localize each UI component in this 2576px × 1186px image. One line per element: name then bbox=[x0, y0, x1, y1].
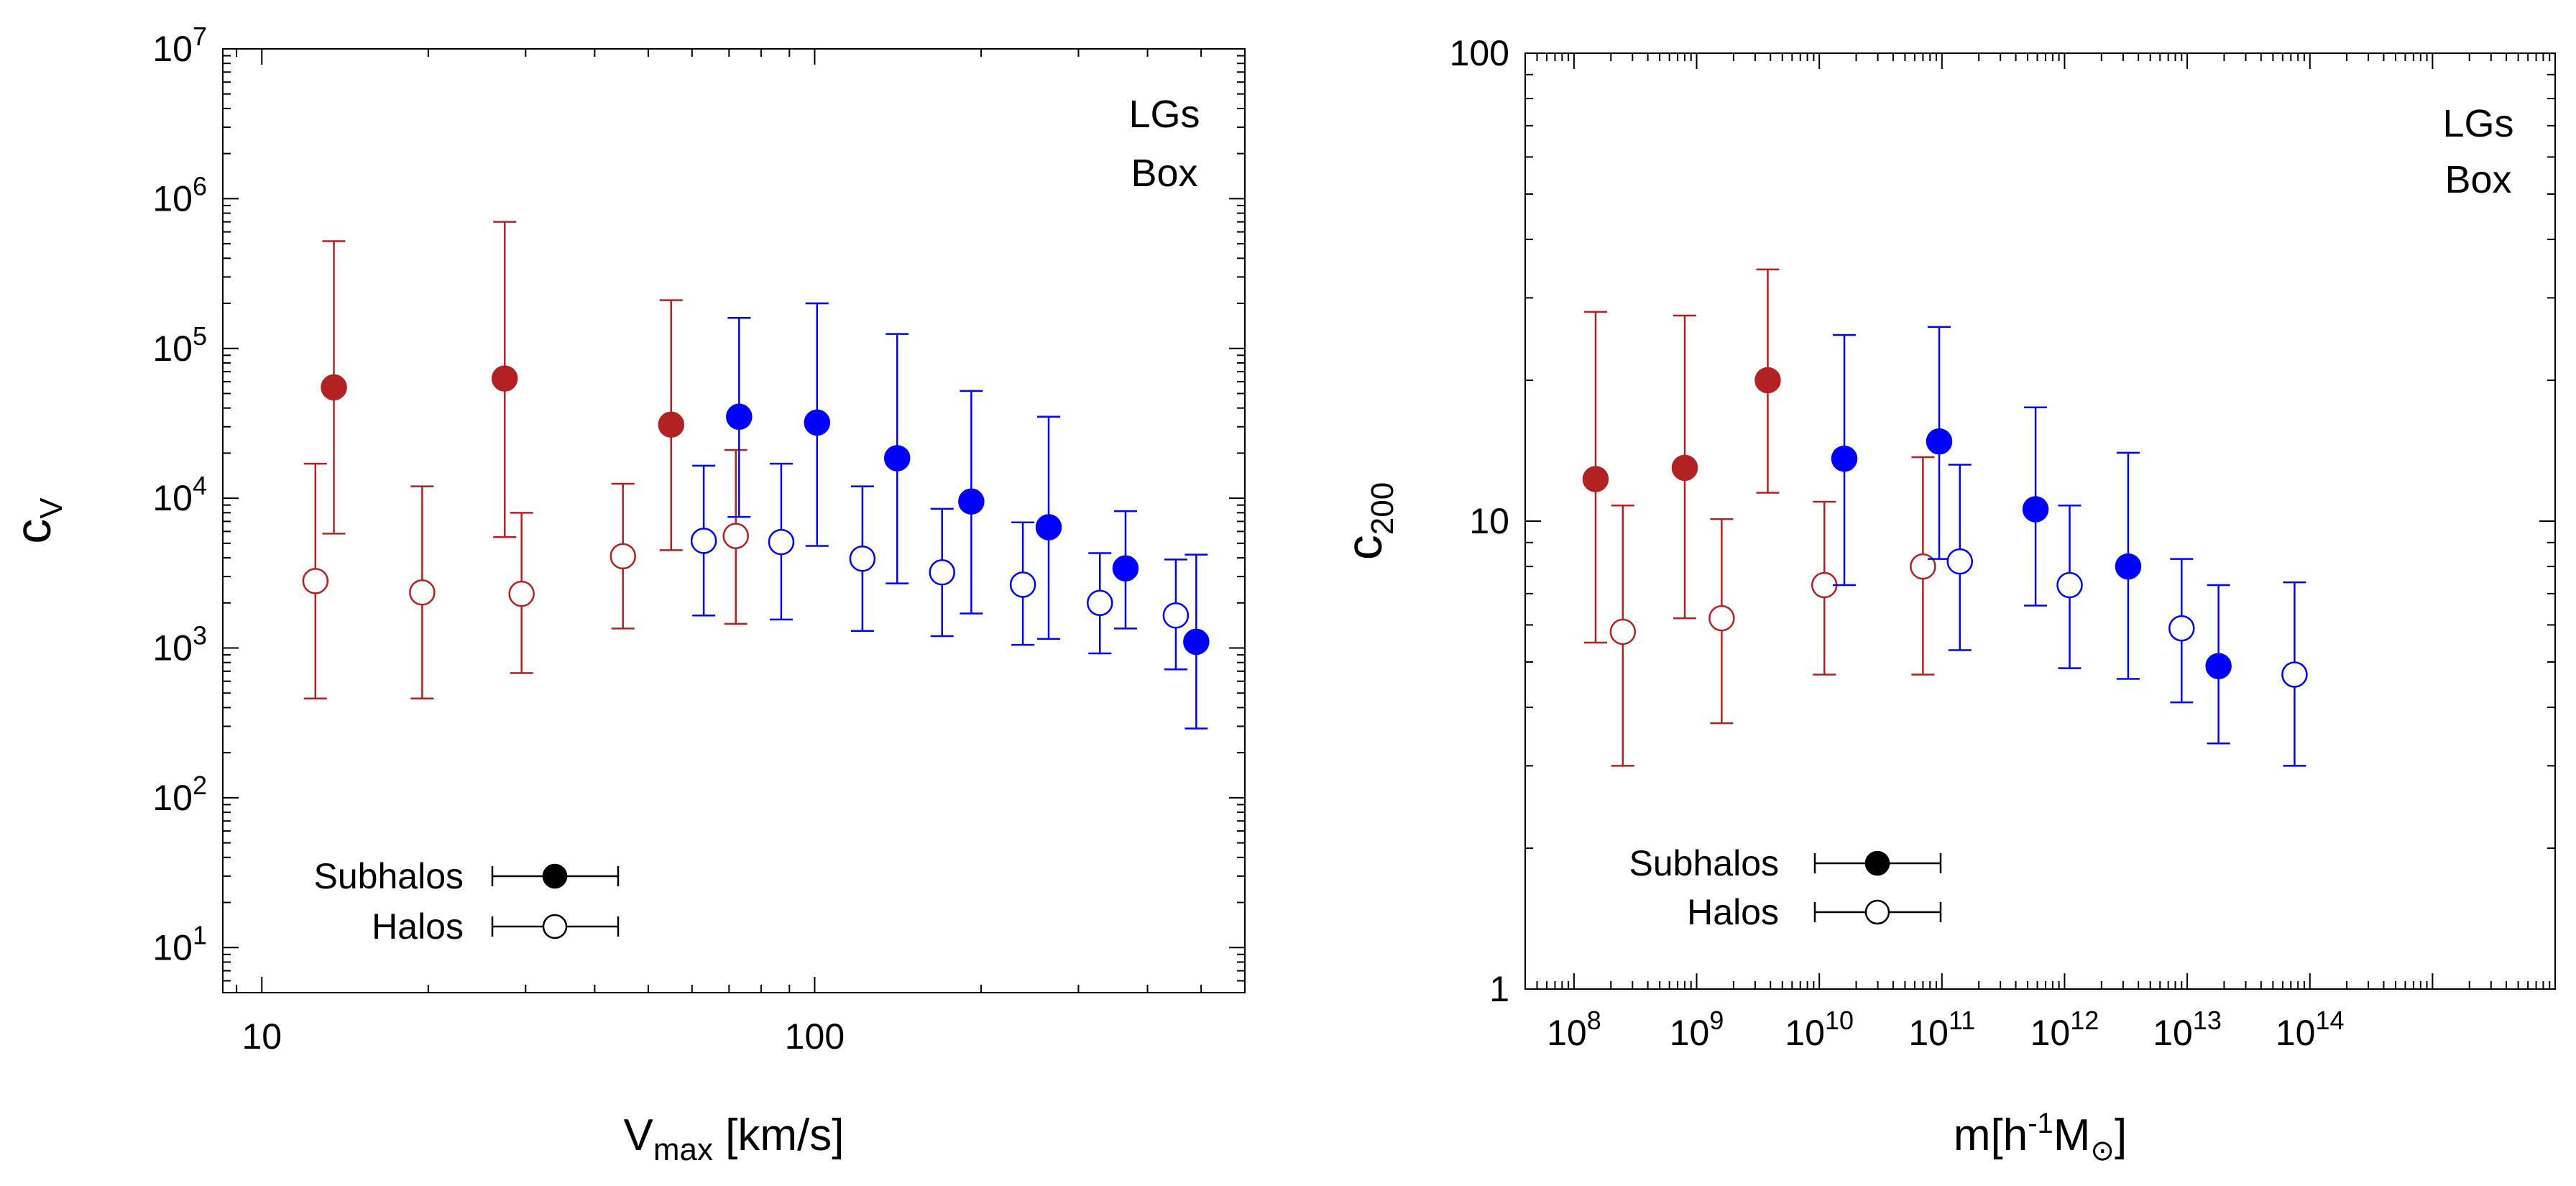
y-tick-label: 103 bbox=[152, 621, 207, 668]
halo-point bbox=[2168, 615, 2195, 642]
x-tick-label: 10 bbox=[242, 1016, 282, 1057]
x-tick-label: 109 bbox=[1670, 1006, 1724, 1053]
halo-point bbox=[1087, 589, 1113, 617]
x-tick-label: 1012 bbox=[2030, 1006, 2099, 1053]
halo-point bbox=[690, 528, 717, 554]
subhalo-point bbox=[2022, 496, 2049, 523]
halo-point bbox=[1708, 605, 1735, 632]
halo-point bbox=[2281, 661, 2308, 688]
subhalo-point bbox=[1671, 454, 1698, 482]
legend-filled-marker bbox=[1864, 850, 1890, 876]
left-x-axis-title: Vmax [km/s] bbox=[623, 1111, 844, 1167]
y-tick-label: 104 bbox=[152, 471, 207, 518]
x-tick-label: 1011 bbox=[1908, 1006, 1975, 1053]
right-series-lgs-halos bbox=[1609, 456, 1936, 767]
legend-open-marker bbox=[542, 914, 568, 939]
y-tick-label: 10 bbox=[1469, 501, 1509, 541]
left-marker-legend: Subhalos Halos bbox=[314, 856, 620, 947]
subhalo-point bbox=[2115, 553, 2142, 580]
halo-point bbox=[929, 559, 955, 586]
subhalo-point bbox=[491, 365, 518, 392]
left-series-lgs-halos bbox=[302, 449, 749, 700]
subhalo-point bbox=[658, 411, 685, 438]
subhalo-point bbox=[726, 403, 753, 431]
right-y-axis-title: c200 bbox=[1336, 482, 1400, 560]
left-series-box-subhalos bbox=[726, 302, 1210, 730]
left-panel: 10 100 101 102 103 104 105 106 107 Vmax [km/s] cV L… bbox=[5, 22, 1246, 1167]
left-label-box: Box bbox=[1131, 152, 1197, 195]
halo-point bbox=[1009, 571, 1036, 598]
subhalo-point bbox=[1035, 514, 1062, 541]
right-series-lgs-subhalos bbox=[1582, 268, 1781, 644]
subhalo-point bbox=[2205, 653, 2232, 679]
y-tick-label: 1 bbox=[1489, 969, 1509, 1009]
left-label-lgs: LGs bbox=[1128, 93, 1200, 136]
halo-point bbox=[1162, 602, 1190, 629]
subhalo-point bbox=[958, 488, 985, 515]
y-tick-label: 100 bbox=[1450, 33, 1509, 73]
halo-point bbox=[302, 568, 329, 594]
halo-point bbox=[1946, 548, 1973, 575]
legend-label-halos: Halos bbox=[372, 906, 464, 947]
halo-point bbox=[722, 523, 749, 549]
x-tick-label: 1014 bbox=[2276, 1006, 2345, 1053]
right-series-box-subhalos bbox=[1831, 326, 2232, 745]
subhalo-point bbox=[1754, 367, 1781, 394]
right-marker-legend: Subhalos Halos bbox=[1629, 843, 1942, 932]
subhalo-point bbox=[1112, 555, 1139, 582]
right-series-box-halos bbox=[1946, 464, 2308, 767]
halo-point bbox=[610, 543, 636, 570]
right-panel: 108 109 1010 1011 1012 1013 1014 1 10 100 m[h-1M⊙]… bbox=[1336, 33, 2556, 1167]
y-tick-label: 106 bbox=[152, 171, 207, 219]
subhalo-point bbox=[1831, 445, 1858, 472]
subhalo-point bbox=[321, 374, 347, 401]
legend-open-marker bbox=[1864, 899, 1890, 925]
halo-point bbox=[1910, 553, 1936, 580]
left-plot-frame bbox=[222, 48, 1246, 993]
y-tick-label: 105 bbox=[152, 321, 207, 369]
halo-point bbox=[508, 580, 535, 607]
legend-filled-marker bbox=[542, 863, 568, 889]
subhalo-point bbox=[883, 445, 911, 472]
legend-label-subhalos: Subhalos bbox=[1629, 843, 1780, 883]
x-tick-label: 108 bbox=[1547, 1006, 1601, 1053]
subhalo-point bbox=[804, 409, 831, 436]
subhalo-point bbox=[1926, 428, 1953, 455]
left-series-box-halos bbox=[690, 462, 1190, 671]
left-y-axis-title: cV bbox=[5, 497, 69, 544]
x-tick-label: 100 bbox=[785, 1016, 845, 1057]
right-x-axis-title: m[h-1M⊙] bbox=[1954, 1108, 2127, 1167]
y-tick-label: 102 bbox=[152, 771, 207, 818]
y-tick-label: 101 bbox=[152, 920, 207, 967]
halo-point bbox=[409, 579, 436, 606]
subhalo-point bbox=[1183, 628, 1210, 656]
subhalo-point bbox=[1582, 466, 1609, 492]
y-tick-label: 107 bbox=[152, 22, 207, 69]
legend-label-halos: Halos bbox=[1687, 892, 1779, 932]
right-label-lgs: LGs bbox=[2442, 102, 2513, 145]
right-label-box: Box bbox=[2444, 158, 2511, 201]
halo-point bbox=[768, 528, 795, 556]
legend-label-subhalos: Subhalos bbox=[314, 856, 464, 896]
halo-point bbox=[849, 545, 876, 572]
halo-point bbox=[1609, 618, 1637, 645]
x-tick-label: 1013 bbox=[2153, 1006, 2222, 1053]
left-series-lgs-subhalos bbox=[321, 221, 685, 551]
halo-point bbox=[2056, 571, 2083, 599]
x-tick-label: 1010 bbox=[1785, 1006, 1854, 1053]
